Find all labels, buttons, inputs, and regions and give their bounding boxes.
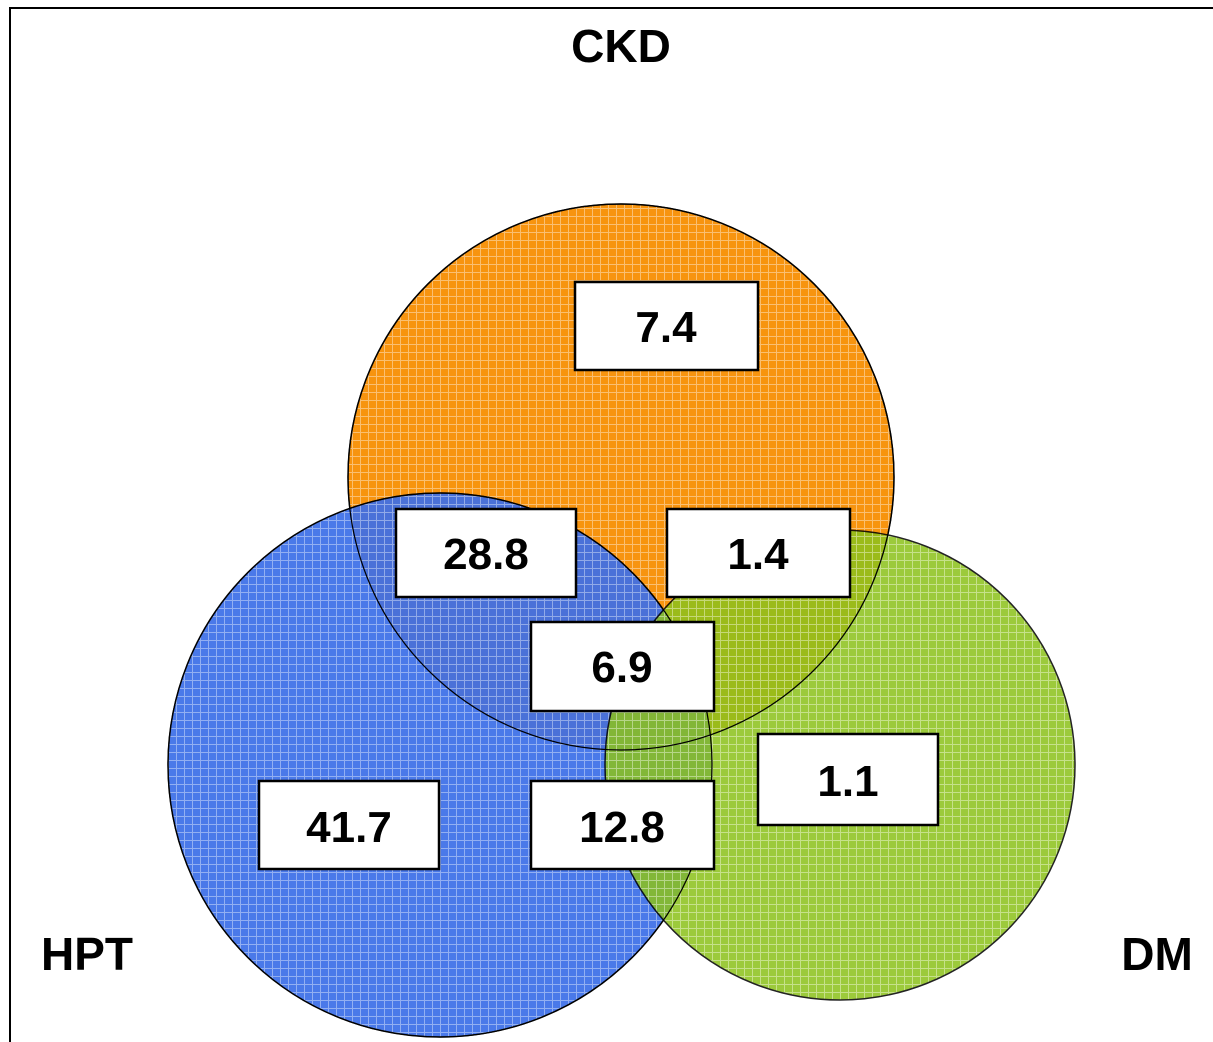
region-hpt-dm-value: 12.8 <box>579 803 665 852</box>
hpt-label: HPT <box>41 928 133 980</box>
region-ckd-dm-value: 1.4 <box>727 530 789 579</box>
region-dm-only: 1.1 <box>756 732 940 827</box>
region-ckd-hpt-dm-value: 6.9 <box>591 643 652 692</box>
region-hpt-only-value: 41.7 <box>306 803 392 852</box>
region-ckd-hpt: 28.8 <box>394 507 578 599</box>
ckd-label: CKD <box>571 20 671 72</box>
ckd-circle-outline <box>347 203 895 751</box>
region-ckd-hpt-dm: 6.9 <box>529 620 716 713</box>
region-ckd-only: 7.4 <box>573 280 760 372</box>
region-ckd-hpt-value: 28.8 <box>443 530 529 579</box>
hpt-circle-outline <box>167 492 713 1038</box>
region-hpt-dm: 12.8 <box>529 779 716 871</box>
region-dm-only-value: 1.1 <box>817 757 878 806</box>
dm-label: DM <box>1121 928 1193 980</box>
region-ckd-dm: 1.4 <box>665 507 852 599</box>
diagram-frame <box>9 7 1213 1042</box>
region-hpt-only: 41.7 <box>257 779 441 871</box>
region-ckd-only-value: 7.4 <box>635 303 697 352</box>
